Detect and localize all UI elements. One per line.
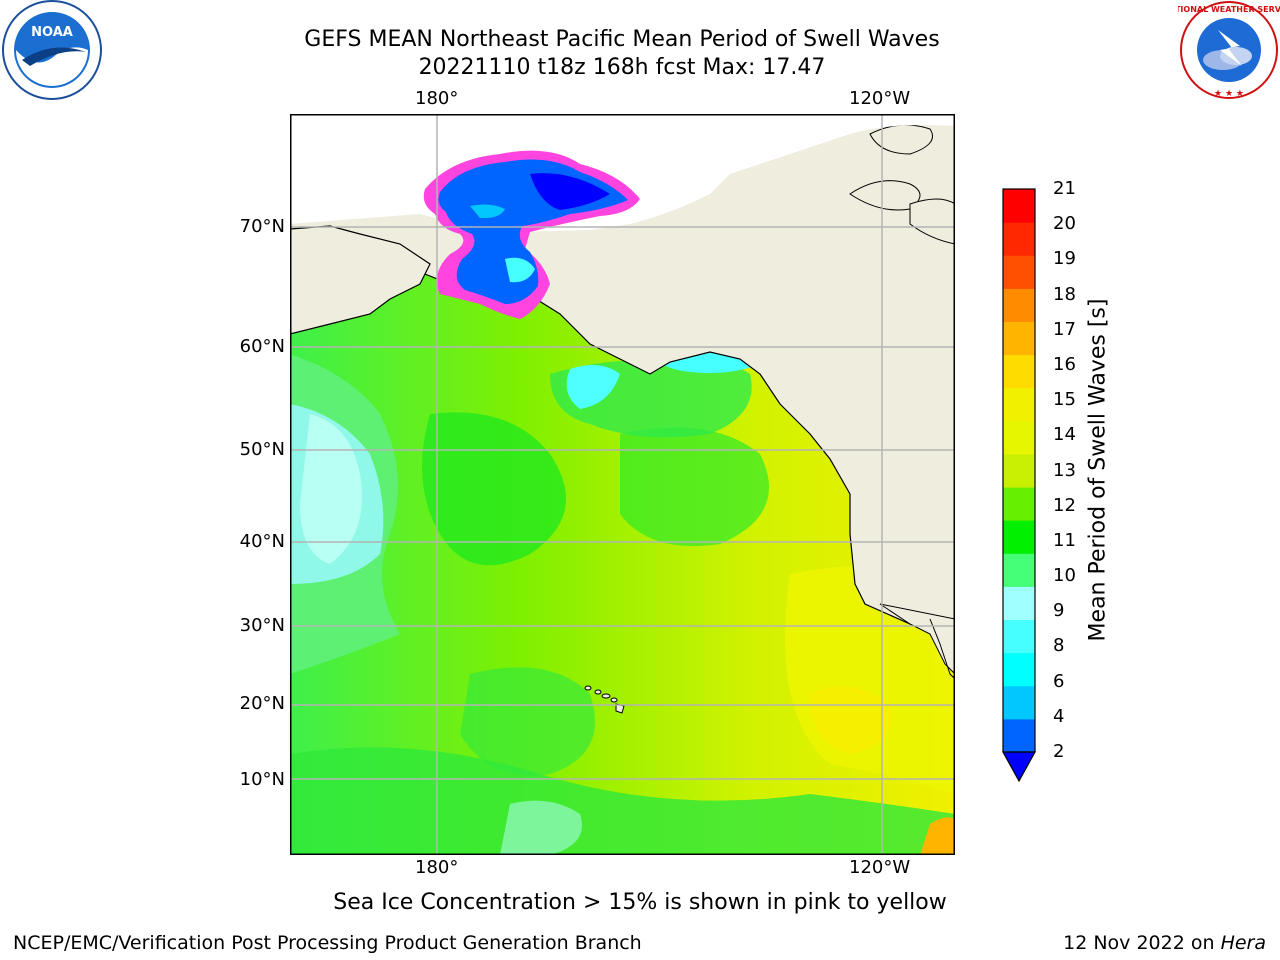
colorbar-tick-label: 19 — [1053, 248, 1076, 270]
colorbar-tick-label: 16 — [1053, 353, 1076, 375]
colorbar-segment — [1003, 387, 1035, 422]
colorbar-label: Mean Period of Swell Waves [s] — [1085, 298, 1111, 642]
colorbar-tick-label: 18 — [1053, 283, 1076, 305]
date-line: 12 Nov 2022 on Hera — [1063, 932, 1266, 954]
colorbar-segment — [1003, 321, 1035, 356]
colorbar-segment — [1003, 222, 1035, 256]
noaa-logo: NOAA — [2, 0, 102, 100]
colorbar-segment — [1003, 487, 1035, 521]
lat-label-30n: 30°N — [239, 615, 285, 636]
lat-label-50n: 50°N — [239, 439, 285, 460]
lat-label-10n: 10°N — [239, 769, 285, 790]
colorbar-segment — [1003, 553, 1035, 587]
colorbar-tick-label: 20 — [1053, 213, 1076, 235]
lat-label-40n: 40°N — [239, 531, 285, 552]
lon-label-bottom-180: 180° — [415, 857, 459, 878]
colorbar-tick-label: 8 — [1053, 635, 1065, 657]
colorbar-segment — [1003, 586, 1035, 621]
machine-name: Hera — [1220, 932, 1266, 954]
colorbar-tick-label: 12 — [1053, 494, 1076, 516]
lon-label-bottom-120w: 120°W — [849, 857, 911, 878]
colorbar-tick-label: 21 — [1053, 178, 1076, 199]
asia-land — [290, 225, 431, 335]
lon-label-top-180: 180° — [415, 88, 459, 109]
colorbar — [1001, 188, 1037, 783]
hawaii-islands — [584, 685, 625, 714]
map-title: GEFS MEAN Northeast Pacific Mean Period … — [304, 27, 940, 52]
colorbar-tick-label: 17 — [1053, 318, 1076, 340]
colorbar-tick-label: 2 — [1053, 741, 1065, 762]
graticule — [290, 114, 955, 855]
sea-ice-note: Sea Ice Concentration > 15% is shown in … — [333, 890, 947, 915]
colorbar-under-arrow — [1001, 751, 1037, 783]
date-text: 12 Nov 2022 on — [1063, 932, 1215, 954]
colorbar-tick-label: 6 — [1053, 670, 1065, 692]
map-subtitle: 20221110 t18z 168h fcst Max: 17.47 — [418, 55, 826, 80]
credit-line: NCEP/EMC/Verification Post Processing Pr… — [13, 932, 642, 954]
nws-logo-text: NATIONAL WEATHER SERVICE — [1178, 5, 1280, 14]
lat-label-60n: 60°N — [239, 336, 285, 357]
colorbar-segment — [1003, 354, 1035, 389]
colorbar-segment — [1003, 189, 1035, 223]
colorbar-tick-label: 13 — [1053, 459, 1076, 481]
colorbar-tick-label: 15 — [1053, 389, 1076, 411]
colorbar-segment — [1003, 288, 1035, 322]
map-frame — [290, 114, 955, 855]
colorbar-tick-label: 11 — [1053, 529, 1076, 551]
noaa-logo-text: NOAA — [31, 25, 73, 40]
colorbar-tick-label: 4 — [1053, 705, 1065, 727]
lon-label-top-120w: 120°W — [849, 88, 911, 109]
nws-logo-stars: ★ ★ ★ — [1214, 89, 1244, 99]
colorbar-segment — [1003, 718, 1035, 753]
colorbar-segment — [1003, 420, 1035, 455]
colorbar-segment — [1003, 619, 1035, 654]
swell-period-map — [290, 114, 955, 855]
lat-label-20n: 20°N — [239, 693, 285, 714]
nws-logo: NATIONAL WEATHER SERVICE ★ ★ ★ — [1178, 1, 1280, 99]
colorbar-segment — [1003, 255, 1035, 289]
colorbar-segment — [1003, 685, 1035, 720]
colorbar-tick-label: 14 — [1053, 424, 1076, 446]
colorbar-segment — [1003, 520, 1035, 554]
colorbar-tick-label: 9 — [1053, 600, 1065, 622]
colorbar-segment — [1003, 453, 1035, 488]
colorbar-tick-label: 10 — [1053, 565, 1076, 587]
lat-label-70n: 70°N — [239, 216, 285, 237]
colorbar-segment — [1003, 652, 1035, 687]
